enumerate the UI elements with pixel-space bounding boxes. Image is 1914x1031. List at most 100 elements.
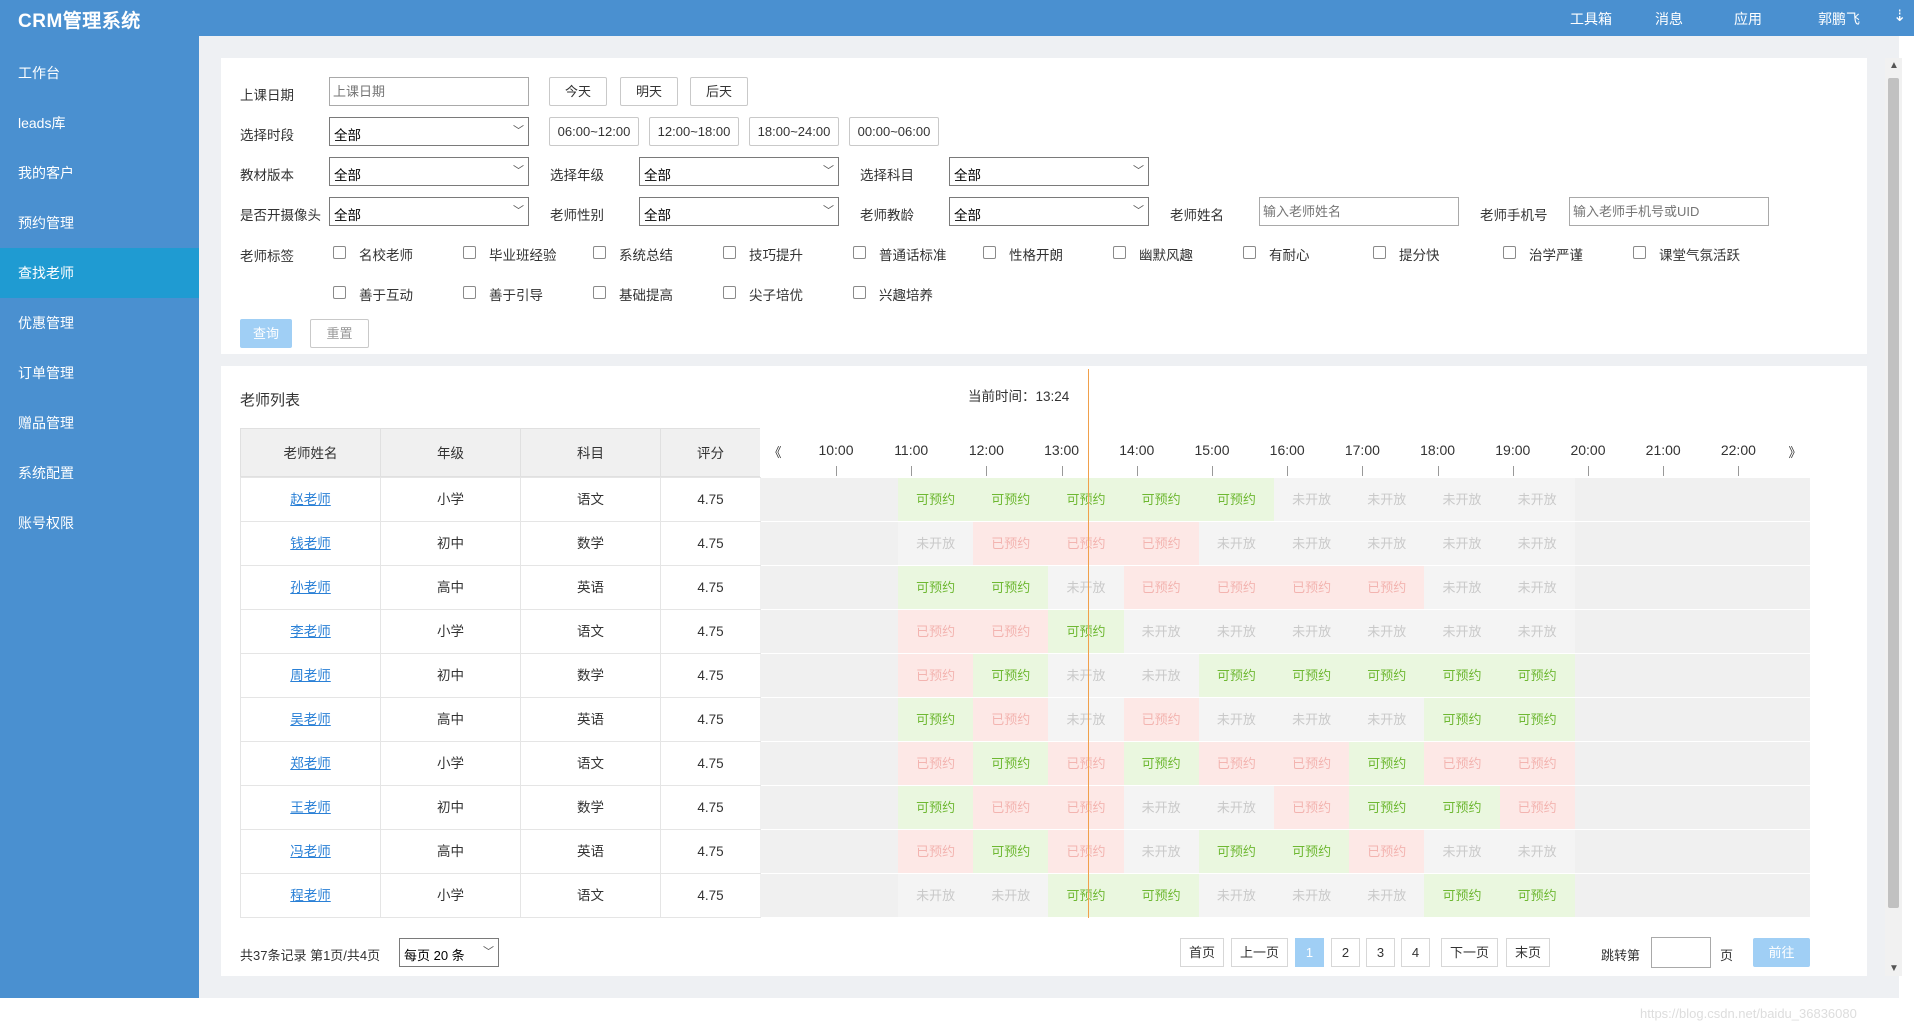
nav-user[interactable]: 郭鹏飞 xyxy=(1818,11,1860,27)
reset-button[interactable]: 重置 xyxy=(310,319,369,348)
teacher-name-link[interactable]: 冯老师 xyxy=(290,844,331,859)
slot-available[interactable]: 可预约 xyxy=(973,742,1049,785)
slot-available[interactable]: 可预约 xyxy=(1424,654,1500,697)
tag-checkbox-11[interactable] xyxy=(333,286,346,299)
slot-available[interactable]: 可预约 xyxy=(1198,830,1274,873)
camera-select[interactable]: 全部 ﹀ xyxy=(329,197,529,226)
last-page-button[interactable]: 末页 xyxy=(1506,938,1550,967)
teacher-name-link[interactable]: 李老师 xyxy=(290,624,331,639)
teaching-age-select[interactable]: 全部 ﹀ xyxy=(949,197,1149,226)
sidebar-item-4[interactable]: 查找老师 xyxy=(0,248,199,298)
slot-available[interactable]: 可预约 xyxy=(973,478,1049,521)
teacher-name-link[interactable]: 周老师 xyxy=(290,668,331,683)
slot-available[interactable]: 可预约 xyxy=(973,830,1049,873)
slot-available[interactable]: 可预约 xyxy=(1274,654,1350,697)
slot-available[interactable]: 可预约 xyxy=(1499,654,1575,697)
period-button-afternoon[interactable]: 12:00~18:00 xyxy=(649,117,739,146)
tag-checkbox-15[interactable] xyxy=(853,286,866,299)
first-page-button[interactable]: 首页 xyxy=(1180,938,1224,967)
prev-page-button[interactable]: 上一页 xyxy=(1231,938,1288,967)
slot-available[interactable]: 可预约 xyxy=(898,478,974,521)
slot-available[interactable]: 可预约 xyxy=(898,698,974,741)
teacher-name-link[interactable]: 吴老师 xyxy=(290,712,331,727)
sidebar-item-8[interactable]: 系统配置 xyxy=(18,465,74,481)
page-3-button[interactable]: 3 xyxy=(1366,938,1395,967)
tag-checkbox-3[interactable] xyxy=(723,246,736,259)
time-prev-button[interactable]: 《 xyxy=(768,445,782,460)
time-next-button[interactable]: 》 xyxy=(1788,445,1802,460)
go-button[interactable]: 前往 xyxy=(1753,938,1810,967)
sidebar-item-0[interactable]: 工作台 xyxy=(18,65,60,81)
tomorrow-button[interactable]: 明天 xyxy=(620,77,678,106)
slot-available[interactable]: 可预约 xyxy=(1123,478,1199,521)
tag-checkbox-14[interactable] xyxy=(723,286,736,299)
slot-available[interactable]: 可预约 xyxy=(1123,742,1199,785)
nav-messages[interactable]: 消息 xyxy=(1655,11,1683,27)
slot-available[interactable]: 可预约 xyxy=(1123,874,1199,917)
slot-available[interactable]: 可预约 xyxy=(1198,654,1274,697)
scrollbar-thumb[interactable] xyxy=(1888,78,1899,908)
teacher-name-link[interactable]: 孙老师 xyxy=(290,580,331,595)
slot-available[interactable]: 可预约 xyxy=(1349,654,1425,697)
slot-available[interactable]: 可预约 xyxy=(1198,478,1274,521)
teacher-name-link[interactable]: 程老师 xyxy=(290,888,331,903)
sidebar-item-1[interactable]: leads库 xyxy=(18,115,66,131)
tag-checkbox-9[interactable] xyxy=(1503,246,1516,259)
teacher-phone-input[interactable] xyxy=(1569,197,1769,226)
tag-checkbox-0[interactable] xyxy=(333,246,346,259)
slot-available[interactable]: 可预约 xyxy=(973,654,1049,697)
teacher-name-link[interactable]: 赵老师 xyxy=(290,492,331,507)
slot-available[interactable]: 可预约 xyxy=(1499,698,1575,741)
sidebar-item-2[interactable]: 我的客户 xyxy=(18,165,74,181)
slot-available[interactable]: 可预约 xyxy=(1424,786,1500,829)
scroll-down-icon[interactable]: ▼ xyxy=(1889,963,1899,974)
date-input[interactable] xyxy=(329,77,529,106)
grade-select[interactable]: 全部 ﹀ xyxy=(639,157,839,186)
period-button-night[interactable]: 00:00~06:00 xyxy=(849,117,939,146)
query-button[interactable]: 查询 xyxy=(240,319,292,348)
textbook-select[interactable]: 全部 ﹀ xyxy=(329,157,529,186)
day-after-button[interactable]: 后天 xyxy=(690,77,748,106)
slot-available[interactable]: 可预约 xyxy=(1349,786,1425,829)
page-size-select[interactable]: 每页 20 条 ﹀ xyxy=(399,938,499,967)
slot-available[interactable]: 可预约 xyxy=(1424,698,1500,741)
tag-checkbox-1[interactable] xyxy=(463,246,476,259)
slot-available[interactable]: 可预约 xyxy=(898,786,974,829)
teacher-name-link[interactable]: 郑老师 xyxy=(290,756,331,771)
slot-available[interactable]: 可预约 xyxy=(1048,874,1124,917)
subject-select[interactable]: 全部 ﹀ xyxy=(949,157,1149,186)
sort-icon[interactable]: ⇣ xyxy=(1893,8,1907,25)
slot-available[interactable]: 可预约 xyxy=(973,566,1049,609)
tag-checkbox-4[interactable] xyxy=(853,246,866,259)
sidebar-item-6[interactable]: 订单管理 xyxy=(18,365,74,381)
page-4-button[interactable]: 4 xyxy=(1401,938,1430,967)
nav-apps[interactable]: 应用 xyxy=(1734,11,1762,27)
next-page-button[interactable]: 下一页 xyxy=(1441,938,1498,967)
slot-available[interactable]: 可预约 xyxy=(898,566,974,609)
period-select[interactable]: 全部 ﹀ xyxy=(329,117,529,146)
jump-page-input[interactable] xyxy=(1651,937,1711,968)
scroll-up-icon[interactable]: ▲ xyxy=(1889,60,1899,71)
nav-toolbox[interactable]: 工具箱 xyxy=(1570,11,1612,27)
page-1-button[interactable]: 1 xyxy=(1295,938,1324,967)
slot-available[interactable]: 可预约 xyxy=(1349,742,1425,785)
tag-checkbox-2[interactable] xyxy=(593,246,606,259)
slot-available[interactable]: 可预约 xyxy=(1424,874,1500,917)
teacher-name-link[interactable]: 钱老师 xyxy=(290,536,331,551)
tag-checkbox-12[interactable] xyxy=(463,286,476,299)
period-button-evening[interactable]: 18:00~24:00 xyxy=(749,117,839,146)
sidebar-item-3[interactable]: 预约管理 xyxy=(18,215,74,231)
sidebar-item-5[interactable]: 优惠管理 xyxy=(18,315,74,331)
slot-available[interactable]: 可预约 xyxy=(1048,610,1124,653)
tag-checkbox-7[interactable] xyxy=(1243,246,1256,259)
slot-available[interactable]: 可预约 xyxy=(1048,478,1124,521)
period-button-morning[interactable]: 06:00~12:00 xyxy=(549,117,639,146)
sidebar-item-7[interactable]: 赠品管理 xyxy=(18,415,74,431)
tag-checkbox-8[interactable] xyxy=(1373,246,1386,259)
today-button[interactable]: 今天 xyxy=(549,77,607,106)
slot-available[interactable]: 可预约 xyxy=(1274,830,1350,873)
teacher-name-link[interactable]: 王老师 xyxy=(290,800,331,815)
tag-checkbox-10[interactable] xyxy=(1633,246,1646,259)
tag-checkbox-5[interactable] xyxy=(983,246,996,259)
tag-checkbox-6[interactable] xyxy=(1113,246,1126,259)
